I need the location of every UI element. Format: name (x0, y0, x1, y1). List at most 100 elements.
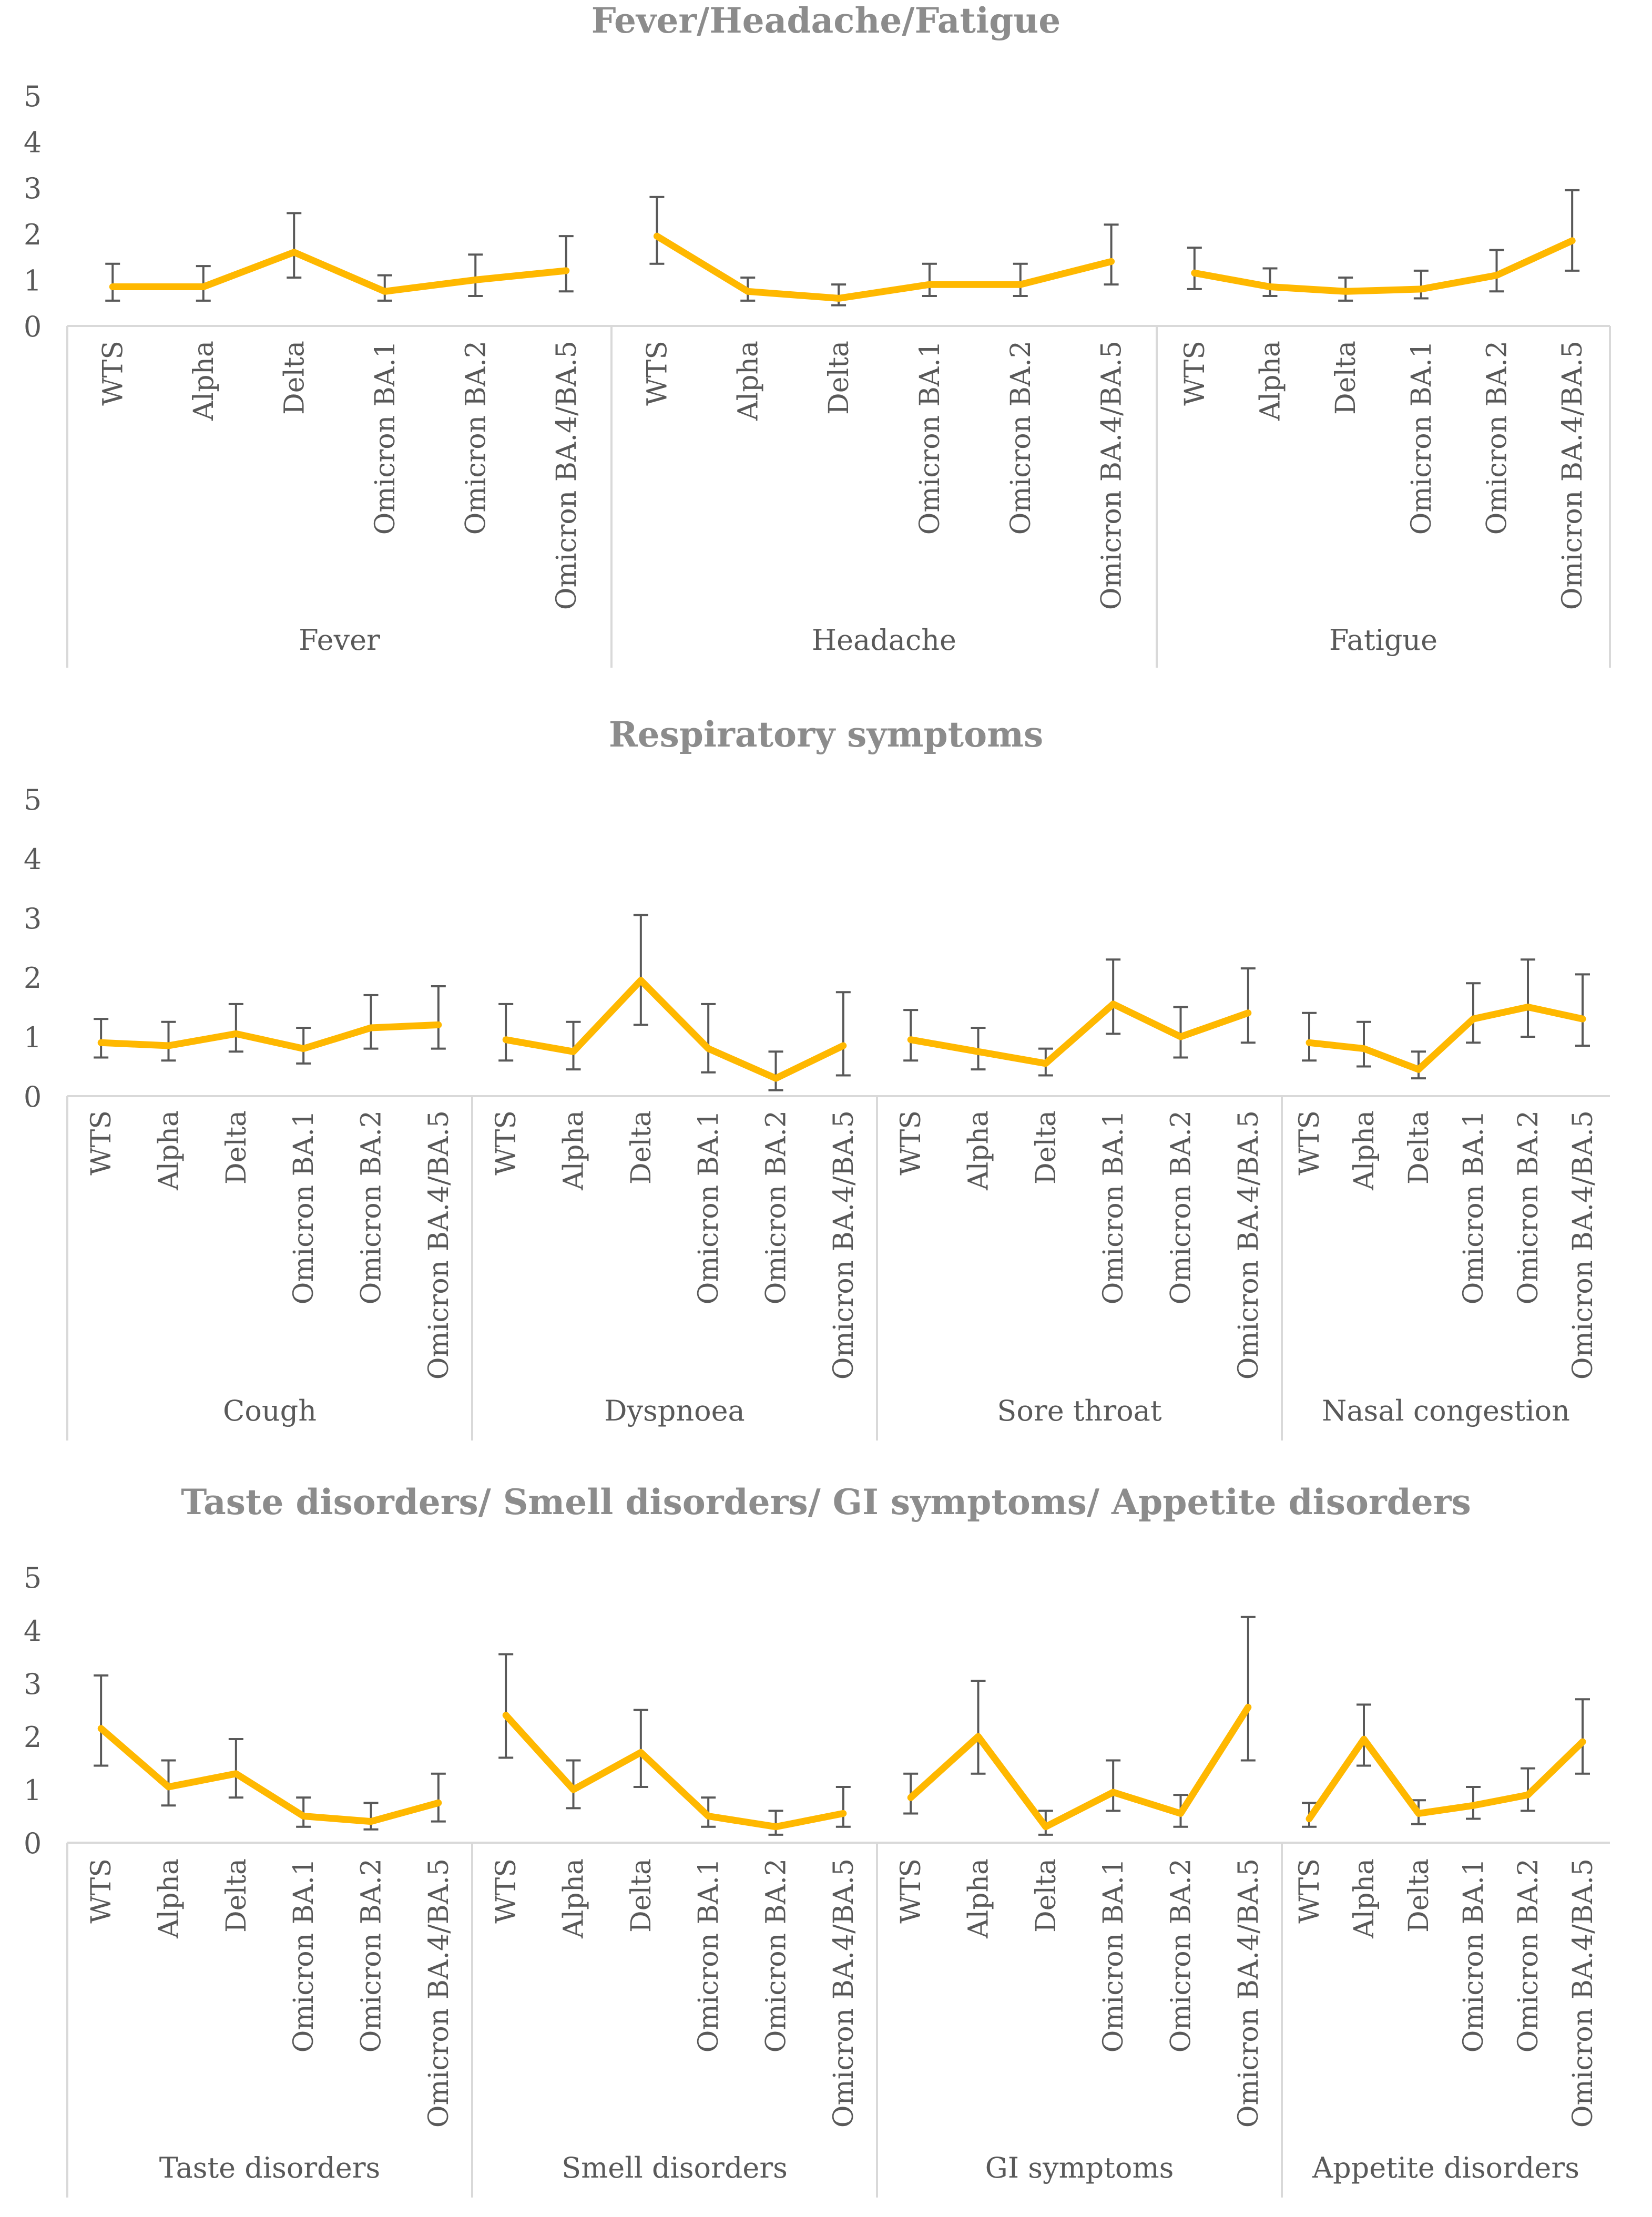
data-point (1177, 1810, 1184, 1817)
y-tick-label: 0 (24, 1827, 42, 1860)
y-tick-label: 2 (24, 218, 42, 251)
data-point (1579, 1016, 1586, 1023)
x-tick-label: WTS (641, 341, 673, 406)
data-point (1525, 1792, 1531, 1799)
x-tick-label: Omicron BA.4/BA.5 (828, 1858, 860, 2128)
x-tick-label: Omicron BA.1 (914, 341, 946, 535)
series-line (1306, 1004, 1586, 1073)
x-tick-label: Alpha (558, 1858, 590, 1939)
x-tick-label: Alpha (1349, 1110, 1380, 1191)
group-label: Smell disorders (562, 2151, 788, 2184)
y-tick-label: 2 (24, 1721, 42, 1754)
chart-1: Fever/Headache/Fatigue 0 1 2 3 4 5 WTS Alpha Delt… (24, 0, 1611, 668)
x-tick-label: Omicron BA.1 (1098, 1110, 1129, 1304)
y-tick-label: 5 (24, 783, 42, 816)
x-tick-label: Omicron BA.4/BA.5 (1096, 341, 1128, 610)
data-point (165, 1783, 172, 1790)
y-tick-label: 1 (24, 1021, 42, 1054)
series-line (1191, 237, 1576, 295)
x-tick-label: Omicron BA.2 (356, 1858, 387, 2052)
x-tick-label: Delta (823, 341, 855, 415)
data-point (368, 1025, 374, 1031)
data-point (368, 1818, 374, 1825)
data-point (840, 1810, 847, 1817)
x-tick-label: Alpha (1349, 1858, 1380, 1939)
data-point (200, 283, 207, 290)
data-point (907, 1036, 914, 1043)
data-point (98, 1039, 105, 1046)
data-point (637, 977, 644, 984)
x-tick-label: Omicron BA.2 (356, 1110, 387, 1304)
x-tick-label: WTS (86, 1110, 117, 1176)
data-point (637, 1749, 644, 1756)
data-point (232, 1770, 239, 1777)
x-tick-label: Omicron BA.1 (370, 341, 401, 535)
data-point (1470, 1802, 1476, 1809)
x-tick-label: Delta (279, 341, 310, 415)
x-tick-label: Omicron BA.2 (460, 341, 492, 535)
data-point (300, 1813, 307, 1820)
y-tick-label: 1 (24, 1774, 42, 1807)
x-tick-label: Alpha (154, 1858, 185, 1939)
y-tick-label: 3 (24, 902, 42, 935)
series-line (907, 1000, 1252, 1067)
data-point (381, 288, 388, 295)
data-point (570, 1048, 577, 1055)
chart-title: Respiratory symptoms (609, 714, 1043, 755)
data-point (1245, 1704, 1251, 1711)
data-point (1361, 1736, 1367, 1743)
y-tick-label: 5 (24, 1561, 42, 1595)
x-tick-label: WTS (1294, 1110, 1325, 1176)
x-tick-label: Delta (221, 1858, 252, 1933)
x-tick-label: WTS (895, 1110, 927, 1176)
series-line (1306, 1735, 1586, 1823)
x-tick-label: Omicron BA.4/BA.5 (1567, 1858, 1599, 2128)
group-label: Headache (812, 624, 956, 657)
group-label: GI symptoms (985, 2151, 1174, 2184)
x-tick-label: WTS (491, 1858, 522, 1924)
group-label: Taste disorders (159, 2151, 380, 2184)
x-tick-label: Omicron BA.4/BA.5 (1567, 1110, 1599, 1380)
x-tick-label: Delta (1403, 1858, 1435, 1933)
data-point (975, 1733, 982, 1740)
data-point (835, 295, 842, 302)
x-tick-label: Omicron BA.4/BA.5 (423, 1858, 455, 2128)
x-tick-label: Delta (221, 1110, 252, 1184)
x-tick-label: Omicron BA.1 (288, 1110, 320, 1304)
x-tick-label: Omicron BA.2 (1513, 1858, 1544, 2052)
x-tick-label: Omicron BA.2 (1482, 341, 1513, 535)
data-point (1042, 1823, 1049, 1830)
x-tick-label: Delta (1031, 1110, 1062, 1184)
data-point (1267, 283, 1273, 290)
data-point (291, 249, 298, 256)
x-tick-label: Alpha (154, 1110, 185, 1191)
x-tick-label: Omicron BA.2 (1166, 1858, 1197, 2052)
data-point (1579, 1739, 1586, 1745)
chart-title: Fever/Headache/Fatigue (592, 0, 1060, 41)
x-tick-label: Alpha (188, 341, 220, 421)
x-tick-label: Alpha (732, 341, 764, 421)
group-label: Appetite disorders (1312, 2151, 1579, 2184)
data-point (654, 233, 660, 240)
x-tick-label: WTS (1179, 341, 1211, 406)
x-tick-label: WTS (86, 1858, 117, 1924)
x-tick-label: Alpha (558, 1110, 590, 1191)
x-tick-label: Delta (626, 1858, 657, 1933)
x-tick-label: Delta (1403, 1110, 1435, 1184)
x-tick-label: Omicron BA.1 (1458, 1110, 1490, 1304)
data-point (975, 1048, 982, 1055)
y-tick-label: 4 (24, 1615, 42, 1648)
data-point (165, 1042, 172, 1049)
x-tick-label: Omicron BA.4/BA.5 (1233, 1858, 1265, 2128)
x-tick-label: Omicron BA.1 (1458, 1858, 1490, 2052)
x-tick-label: WTS (895, 1858, 927, 1924)
x-tick-label: WTS (1294, 1858, 1325, 1924)
data-point (907, 1794, 914, 1801)
x-tick-label: Delta (1330, 341, 1362, 415)
data-point (1525, 1004, 1531, 1010)
data-point (563, 267, 569, 274)
x-tick-label: WTS (491, 1110, 522, 1176)
data-point (1342, 288, 1349, 295)
x-tick-label: Omicron BA.4/BA.5 (423, 1110, 455, 1380)
series-line (653, 232, 1115, 302)
